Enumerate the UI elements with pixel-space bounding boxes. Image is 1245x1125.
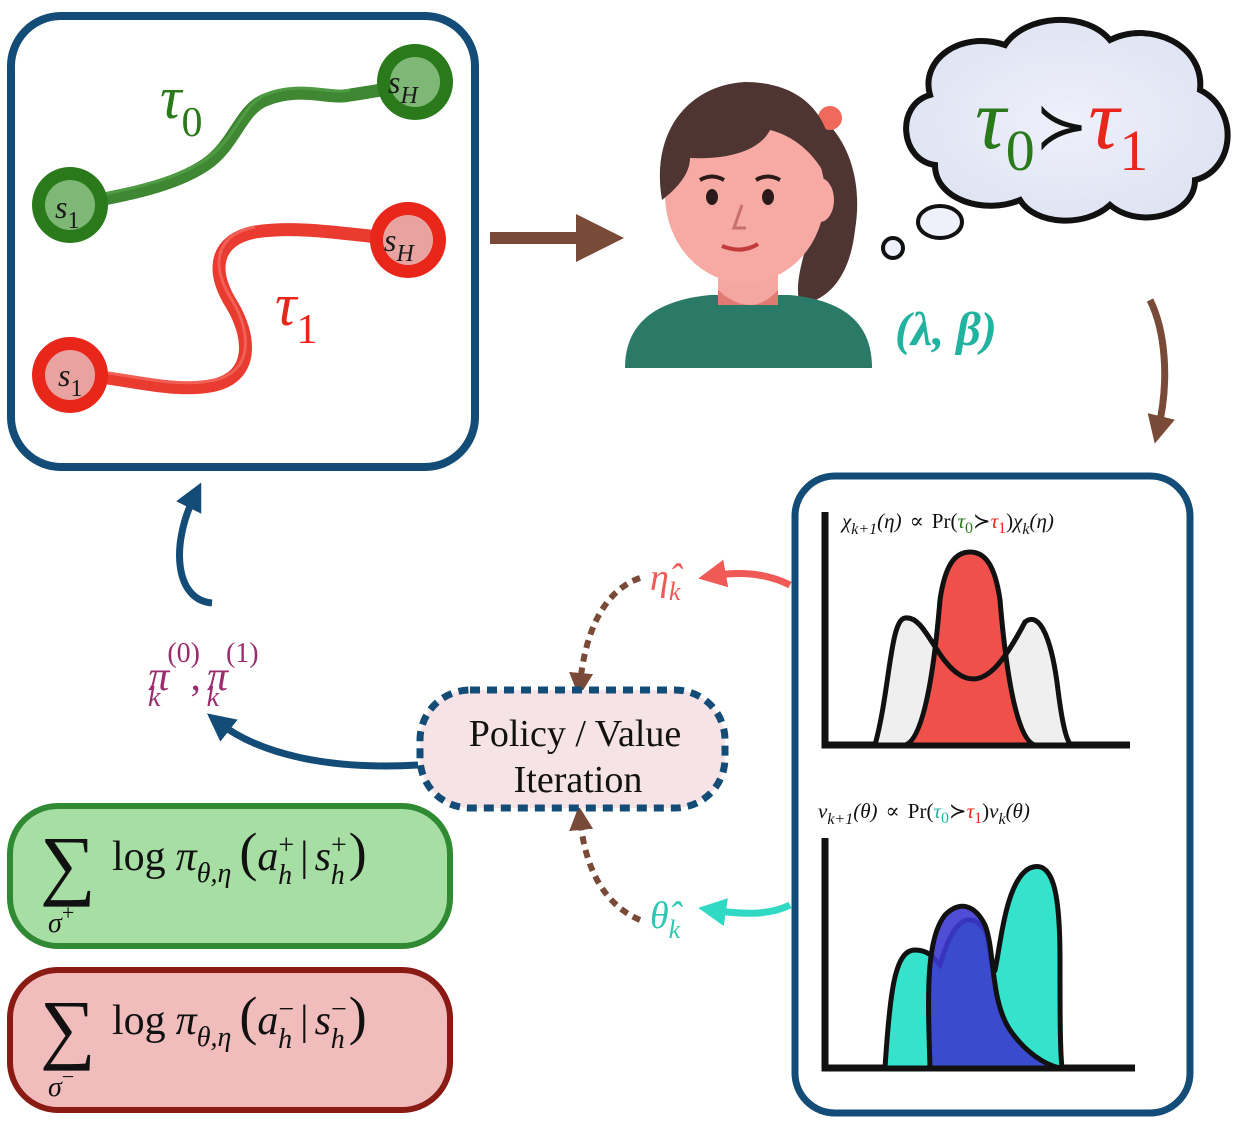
arrow-eta-to-planner bbox=[569, 575, 642, 697]
eta-posterior-density bbox=[903, 549, 1037, 748]
arrow-planner-to-policies bbox=[206, 713, 419, 770]
trajectory-tau0 bbox=[32, 44, 453, 243]
preference-statement: τ0≻τ1 bbox=[975, 71, 1148, 183]
sH-label-green: sH bbox=[388, 64, 419, 109]
arrow-theta-to-planner bbox=[569, 806, 642, 923]
annotator-avatar bbox=[625, 82, 872, 368]
sH-label-red: sH bbox=[384, 222, 415, 267]
theta-posterior-density bbox=[926, 903, 1061, 1071]
arrow-eta-sample bbox=[698, 559, 792, 589]
negative-loss-term: log πθ,η (a− h | s− h) bbox=[112, 986, 367, 1055]
negative-sum-symbol: ∑ bbox=[40, 984, 96, 1071]
positive-loss-box: ∑ σ+ log πθ,η (a+ h | s+ h) bbox=[7, 803, 453, 949]
s1-label-green: s1 bbox=[55, 189, 79, 234]
positive-loss-term: log πθ,η (a+ h | s+ h) bbox=[112, 822, 367, 891]
thought-cloud bbox=[903, 17, 1231, 224]
thought-bubble: τ0≻τ1 bbox=[881, 17, 1231, 260]
arrow-policies-to-trajectories bbox=[176, 482, 213, 607]
eta-hat-label: η̂k bbox=[650, 557, 684, 606]
policies-label: π(0) k, π(1) k bbox=[148, 638, 259, 713]
trajectory-tau1 bbox=[32, 202, 446, 413]
planner-line2: Iteration bbox=[514, 759, 643, 801]
positive-sum-symbol: ∑ bbox=[40, 820, 96, 907]
theta-update-equation: νk+1(θ) ∝ Pr(τ0≻τ1)νk(θ) bbox=[818, 799, 1030, 828]
negative-loss-frame bbox=[7, 967, 453, 1113]
eta-update-equation: χk+1(η) ∝ Pr(τ0≻τ1)χk(η) bbox=[840, 509, 1054, 538]
planner-node: Policy / Value Iteration bbox=[416, 686, 729, 812]
s1-label-red: s1 bbox=[58, 357, 82, 402]
negative-loss-box: ∑ σ− log πθ,η (a− h | s− h) bbox=[7, 967, 453, 1113]
positive-loss-frame bbox=[7, 803, 453, 949]
arrow-to-posterior bbox=[1146, 298, 1175, 444]
positive-sum-index: σ+ bbox=[48, 900, 74, 939]
negative-sum-index: σ− bbox=[48, 1064, 74, 1103]
annotator-params: (λ, β) bbox=[895, 303, 997, 356]
trajectory-panel: τ0 τ1 s1 sH s1 sH bbox=[7, 12, 479, 471]
theta-hat-label: θ̂k bbox=[650, 895, 684, 944]
planner-line1: Policy / Value bbox=[469, 713, 682, 755]
tau0-label: τ0 bbox=[160, 65, 202, 146]
planner-box bbox=[416, 686, 729, 812]
arrow-theta-sample bbox=[698, 898, 792, 926]
posterior-panel: χk+1(η) ∝ Pr(τ0≻τ1)χk(η) νk+1(θ) ∝ Pr(τ0≻τ1)… bbox=[791, 472, 1194, 1117]
tau1-label: τ1 bbox=[275, 272, 317, 353]
